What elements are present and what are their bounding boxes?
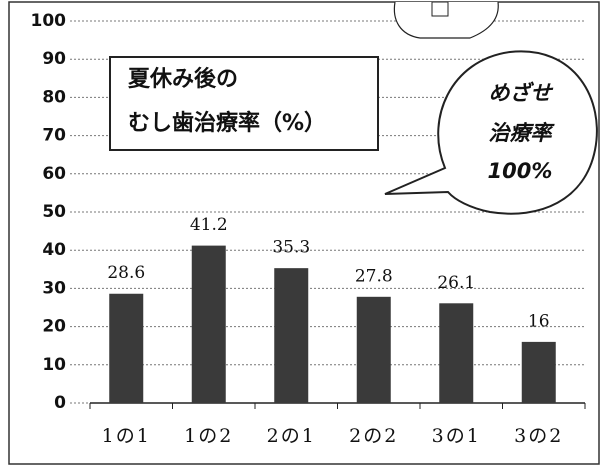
y-tick-label: 70 [42,126,66,146]
y-tick-label: 30 [42,278,66,298]
x-tick-label: 1の1 [102,425,151,447]
bar [356,296,391,403]
value-label: 26.1 [437,273,475,293]
callout-text: 治療率 [489,121,556,145]
y-tick-label: 50 [42,202,66,222]
speech-bubble [384,50,598,215]
x-tick-label: 2の1 [267,425,316,447]
x-tick-label: 3の1 [432,425,481,447]
callout-text: 100% [488,159,553,183]
cartoon-detail [431,1,449,17]
value-label: 16 [528,311,550,331]
cartoon-figure [393,1,499,39]
x-tick-label: 1の2 [184,425,233,447]
bar [109,293,144,403]
value-label: 28.6 [107,263,145,283]
frame [8,1,600,465]
y-tick-label: 60 [42,164,66,184]
x-tick-label: 3の2 [514,425,563,447]
bar [191,245,226,403]
y-tick-label: 90 [42,49,66,69]
title-box [109,56,379,151]
y-tick-label: 100 [31,11,67,31]
bar [439,303,474,403]
y-tick-label: 0 [54,393,66,413]
plot-area: 0 10 20 30 40 50 60 70 80 90 100 1の1 28.6 1の2 41.2 2の1 3… [31,11,586,447]
chart-title: むし歯治療率（%） [128,110,326,136]
y-tick-label: 20 [42,317,66,337]
bar [521,341,556,403]
value-label: 41.2 [190,215,228,235]
chart-title: 夏休み後の [128,66,238,92]
x-tick-label: 2の2 [349,425,398,447]
value-label: 35.3 [272,238,310,258]
value-label: 27.8 [355,266,393,286]
y-tick-label: 40 [42,240,66,260]
y-tick-label: 10 [42,355,66,375]
y-tick-label: 80 [42,87,66,107]
bar [274,268,309,403]
callout-text: めざせ [489,81,554,105]
